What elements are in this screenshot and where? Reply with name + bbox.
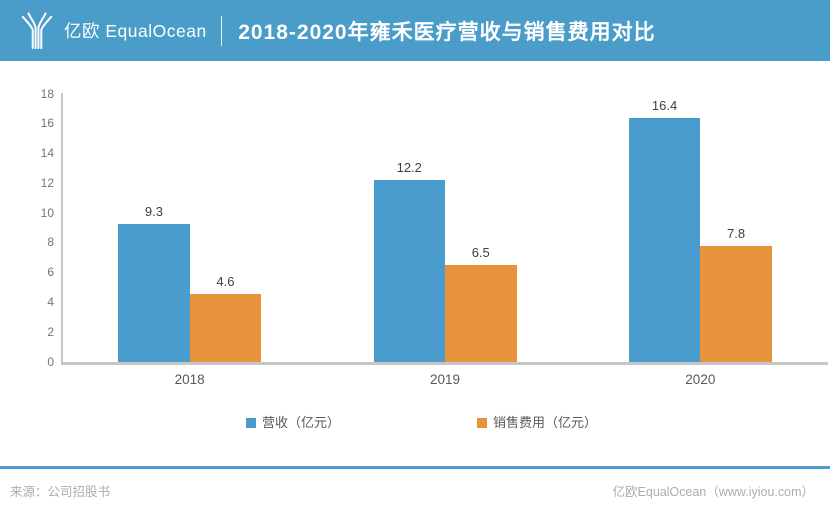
- value-label-selling-expense-2020: 7.8: [727, 225, 746, 241]
- x-category-label: 2018: [174, 372, 205, 387]
- y-tick-label: 14: [40, 146, 54, 161]
- bar-revenue-2020: [628, 117, 701, 362]
- equalocean-logo: 亿欧 EqualOcean: [0, 10, 207, 52]
- bar-selling-expense-2019: [445, 265, 517, 362]
- y-tick-label: 10: [40, 205, 54, 220]
- y-tick-label: 4: [47, 294, 54, 309]
- legend-label-revenue: 营收（亿元）: [262, 415, 341, 430]
- bar-chart: 0 2 4 6 8 10 12 14 16 18 9.3 4.6 2018 12.2 6.5 2019 16.4…: [0, 61, 830, 467]
- value-label-revenue-2019: 12.2: [396, 160, 422, 176]
- value-label-revenue-2020: 16.4: [651, 97, 678, 113]
- y-tick-label: 8: [47, 235, 54, 250]
- x-axis-line: [60, 362, 828, 365]
- legend-label-selling-expense: 销售费用（亿元）: [493, 415, 598, 430]
- y-tick-label: 12: [40, 175, 54, 190]
- value-label-revenue-2018: 9.3: [144, 203, 163, 219]
- y-tick-label: 2: [47, 324, 54, 339]
- y-axis-line: [60, 93, 63, 363]
- y-tick-label: 18: [40, 86, 54, 101]
- equalocean-logo-icon: [21, 11, 53, 49]
- y-tick-label: 6: [47, 265, 54, 280]
- y-tick-label: 16: [40, 116, 54, 131]
- header-divider: [220, 15, 223, 46]
- legend-swatch-selling-expense: [477, 418, 487, 428]
- legend-swatch-revenue: [246, 418, 256, 428]
- y-tick-label: 0: [47, 354, 54, 369]
- page-title: 2018-2020年雍禾医疗营收与销售费用对比: [238, 20, 656, 44]
- credit-note: 亿欧EqualOcean（www.iyiou.com）: [612, 485, 814, 499]
- value-label-selling-expense-2019: 6.5: [471, 245, 490, 261]
- bar-selling-expense-2020: [700, 245, 772, 362]
- bar-revenue-2019: [373, 180, 445, 362]
- equalocean-logo-text: 亿欧 EqualOcean: [64, 21, 207, 41]
- legend-item-selling-expense: 销售费用（亿元）: [477, 415, 597, 431]
- source-note: 来源：公司招股书: [10, 485, 111, 499]
- bar-selling-expense-2018: [189, 293, 262, 362]
- x-category-label: 2020: [685, 372, 716, 387]
- header-bar: 亿欧 EqualOcean 2018-2020年雍禾医疗营收与销售费用对比: [0, 0, 830, 61]
- bar-revenue-2018: [118, 223, 190, 362]
- legend-item-revenue: 营收（亿元）: [246, 415, 340, 431]
- footer-divider-line: [0, 466, 830, 469]
- x-category-label: 2019: [429, 372, 461, 387]
- value-label-selling-expense-2018: 4.6: [216, 273, 235, 289]
